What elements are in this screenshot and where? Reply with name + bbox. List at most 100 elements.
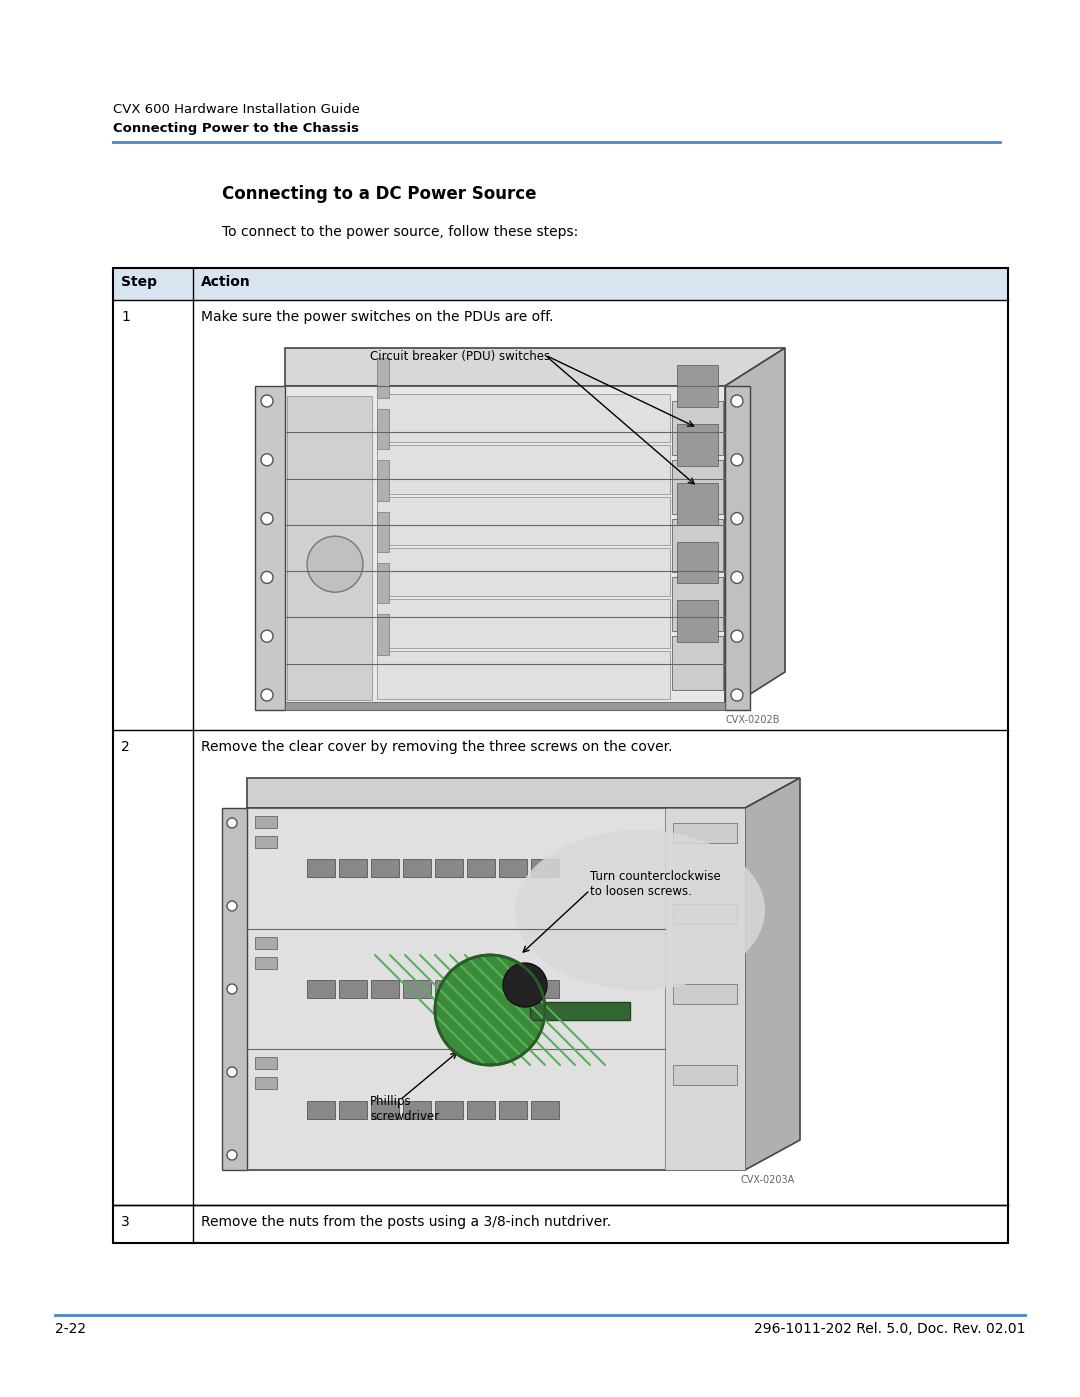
Bar <box>285 386 725 710</box>
Bar <box>403 1101 431 1119</box>
Bar <box>377 511 389 552</box>
Text: 296-1011-202 Rel. 5.0, Doc. Rev. 02.01: 296-1011-202 Rel. 5.0, Doc. Rev. 02.01 <box>754 1322 1025 1336</box>
Text: Connecting to a DC Power Source: Connecting to a DC Power Source <box>222 184 537 203</box>
Bar <box>467 859 495 877</box>
Bar <box>403 981 431 997</box>
Bar <box>530 1002 630 1020</box>
Bar <box>672 518 723 573</box>
Text: CVX 600 Hardware Installation Guide: CVX 600 Hardware Installation Guide <box>113 103 360 116</box>
Bar <box>377 358 389 398</box>
Bar <box>339 981 367 997</box>
Bar <box>725 386 750 710</box>
Text: 2: 2 <box>121 740 130 754</box>
Bar <box>531 981 559 997</box>
Bar <box>377 563 389 604</box>
Bar <box>673 1065 737 1084</box>
Bar <box>307 981 335 997</box>
Circle shape <box>731 513 743 525</box>
Text: Action: Action <box>201 275 251 289</box>
Text: 3: 3 <box>121 1215 130 1229</box>
Circle shape <box>261 454 273 465</box>
Bar <box>672 460 723 514</box>
Text: CVX-0202B: CVX-0202B <box>726 715 780 725</box>
Bar <box>372 981 399 997</box>
Bar <box>377 461 389 500</box>
Text: CVX-0203A: CVX-0203A <box>741 1175 795 1185</box>
Bar <box>113 268 1008 1243</box>
Ellipse shape <box>515 830 765 990</box>
Text: Make sure the power switches on the PDUs are off.: Make sure the power switches on the PDUs… <box>201 310 554 324</box>
Bar <box>255 1077 276 1090</box>
Bar <box>377 446 670 493</box>
Circle shape <box>227 1150 237 1160</box>
Bar <box>285 703 725 710</box>
Circle shape <box>261 689 273 701</box>
Bar <box>673 823 737 842</box>
Circle shape <box>227 901 237 911</box>
Bar <box>377 497 670 545</box>
Bar <box>377 599 670 648</box>
Polygon shape <box>247 778 800 807</box>
Circle shape <box>227 1067 237 1077</box>
Bar <box>307 859 335 877</box>
Circle shape <box>307 536 363 592</box>
Bar <box>307 1101 335 1119</box>
Polygon shape <box>285 348 785 386</box>
Circle shape <box>731 395 743 407</box>
Bar <box>372 859 399 877</box>
Bar <box>255 835 276 848</box>
Bar <box>677 483 718 525</box>
Polygon shape <box>745 778 800 1171</box>
Bar <box>247 807 745 1171</box>
Bar <box>255 816 276 828</box>
Bar <box>677 365 718 407</box>
Bar <box>677 425 718 465</box>
Bar <box>377 548 670 597</box>
Text: Remove the clear cover by removing the three screws on the cover.: Remove the clear cover by removing the t… <box>201 740 673 754</box>
Bar <box>531 1101 559 1119</box>
Circle shape <box>261 513 273 525</box>
Bar <box>672 577 723 631</box>
Circle shape <box>227 819 237 828</box>
Bar <box>499 859 527 877</box>
Bar <box>377 651 670 698</box>
Bar <box>222 807 247 1171</box>
Bar <box>255 1058 276 1069</box>
Text: Connecting Power to the Chassis: Connecting Power to the Chassis <box>113 122 359 136</box>
Circle shape <box>227 983 237 995</box>
Text: Remove the nuts from the posts using a 3/8-inch nutdriver.: Remove the nuts from the posts using a 3… <box>201 1215 611 1229</box>
Bar <box>499 1101 527 1119</box>
Bar <box>531 859 559 877</box>
Bar <box>499 981 527 997</box>
Bar <box>377 409 389 450</box>
Bar <box>339 859 367 877</box>
Bar <box>665 807 745 1171</box>
Bar <box>673 904 737 923</box>
Circle shape <box>731 689 743 701</box>
Bar <box>677 542 718 584</box>
Bar <box>467 1101 495 1119</box>
Circle shape <box>731 454 743 465</box>
Bar <box>403 859 431 877</box>
Text: Phillips
screwdriver: Phillips screwdriver <box>370 1095 440 1123</box>
Text: 1: 1 <box>121 310 130 324</box>
Bar <box>339 1101 367 1119</box>
Bar <box>435 859 463 877</box>
Bar <box>672 636 723 690</box>
Text: Step: Step <box>121 275 157 289</box>
Bar <box>435 1101 463 1119</box>
Circle shape <box>261 571 273 584</box>
Bar <box>677 601 718 643</box>
Circle shape <box>731 571 743 584</box>
Text: Turn counterclockwise
to loosen screws.: Turn counterclockwise to loosen screws. <box>590 870 720 898</box>
Bar <box>377 394 670 443</box>
Circle shape <box>731 630 743 643</box>
Circle shape <box>503 963 546 1007</box>
Bar <box>673 983 737 1004</box>
Bar <box>435 981 463 997</box>
Bar <box>113 268 1008 300</box>
Bar <box>255 957 276 968</box>
Polygon shape <box>725 348 785 710</box>
Text: Circuit breaker (PDU) switches: Circuit breaker (PDU) switches <box>370 351 550 363</box>
Bar <box>255 936 276 949</box>
